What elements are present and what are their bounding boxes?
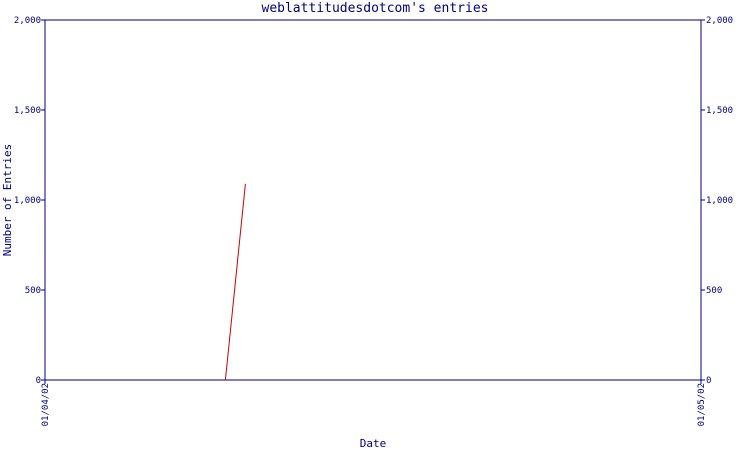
y-tick-label-right: 1,500 <box>706 106 733 116</box>
y-tick-label-right: 2,000 <box>706 16 733 26</box>
x-tick-label: 01/05/02 <box>697 383 707 426</box>
y-tick-label-right: 1,000 <box>706 196 733 206</box>
y-axis-label: Number of Entries <box>1 144 14 257</box>
x-tick-label: 01/04/02 <box>41 383 51 426</box>
plot-frame <box>44 19 702 381</box>
series-line <box>224 183 246 381</box>
y-tick-label-right: 0 <box>706 376 711 386</box>
y-tick-label-left: 1,000 <box>14 196 41 206</box>
y-tick-label-right: 500 <box>706 286 722 296</box>
chart-title: weblattitudesdotcom's entries <box>261 1 489 16</box>
y-tick-label-left: 2,000 <box>14 16 41 26</box>
x-axis-label: Date <box>360 437 387 450</box>
y-tick-label-left: 1,500 <box>14 106 41 116</box>
y-tick-label-left: 0 <box>36 376 41 386</box>
y-tick-label-left: 500 <box>25 286 41 296</box>
